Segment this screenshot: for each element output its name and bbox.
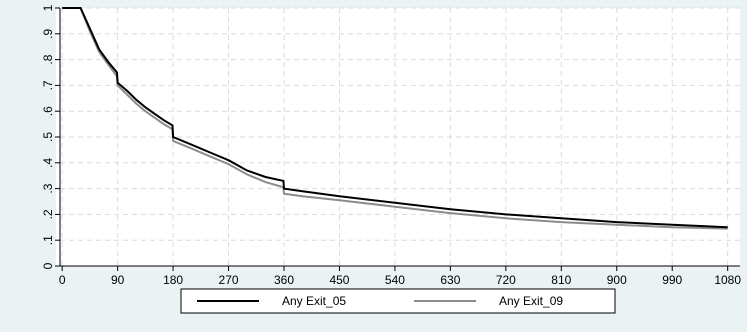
x-tick-label: 0: [59, 273, 66, 287]
x-tick-label: 990: [662, 273, 682, 287]
series-line-any-exit-05: [62, 7, 728, 229]
y-tick-label: .2: [41, 209, 55, 219]
y-tick-label: .8: [41, 54, 55, 64]
y-tick-label: .9: [41, 28, 55, 38]
x-tick-label: 900: [607, 273, 627, 287]
series-line-any-exit-09: [62, 7, 728, 230]
legend: Any Exit_05 Any Exit_09: [180, 288, 616, 314]
y-tick-label: .3: [41, 183, 55, 193]
legend-label: Any Exit_09: [499, 294, 563, 308]
y-tick-label: 1: [41, 4, 55, 11]
x-tick-label: 180: [163, 273, 183, 287]
x-tick-label: 90: [111, 273, 125, 287]
series-lines: [62, 7, 728, 230]
x-tick-label: 720: [496, 273, 516, 287]
y-tick-label: .4: [41, 157, 55, 167]
y-tick-label: 0: [41, 262, 55, 269]
axes: 0 .1 .2 .3 .4 .5 .6 .7 .8 .9 1 0 90 180 270 360 450 540 63…: [41, 4, 741, 287]
x-tick-label: 540: [385, 273, 405, 287]
legend-label: Any Exit_05: [282, 294, 346, 308]
x-tick-label: 1080: [714, 273, 741, 287]
y-tick-label: .7: [41, 80, 55, 90]
y-tick-label: .5: [41, 132, 55, 142]
y-tick-label: .1: [41, 235, 55, 245]
x-tick-label: 810: [551, 273, 571, 287]
x-tick-label: 630: [440, 273, 460, 287]
y-tick-label: .6: [41, 106, 55, 116]
x-tick-label: 360: [274, 273, 294, 287]
x-tick-label: 270: [219, 273, 239, 287]
x-tick-label: 450: [329, 273, 349, 287]
